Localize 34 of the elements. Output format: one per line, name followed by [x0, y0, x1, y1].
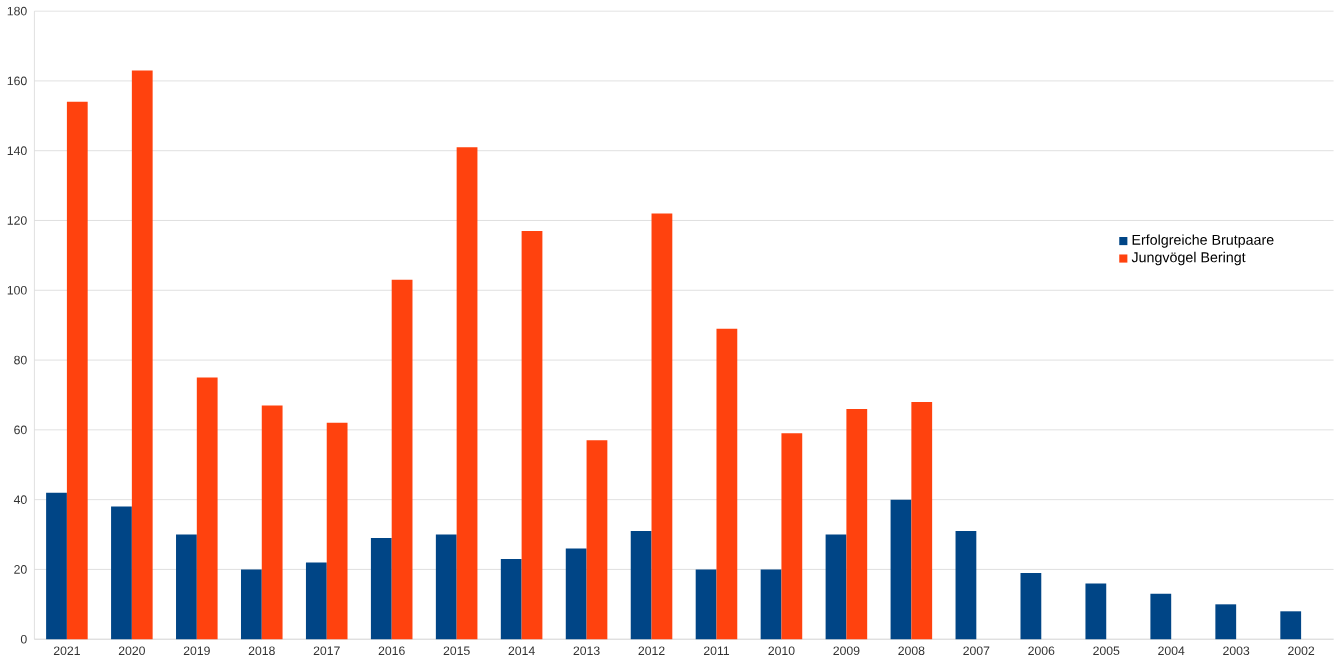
- bar: [1020, 572, 1042, 640]
- bar: [825, 534, 847, 640]
- bar: [176, 534, 197, 640]
- bar: [846, 408, 868, 640]
- bar: [66, 101, 88, 640]
- bar: [565, 548, 587, 640]
- bar: [1215, 604, 1237, 640]
- bar: [131, 70, 153, 640]
- bar: [326, 422, 348, 640]
- bar: [456, 147, 478, 640]
- bar: [716, 328, 738, 640]
- bar: [955, 531, 977, 640]
- bar: [1280, 611, 1302, 640]
- bar: [370, 538, 392, 640]
- bar: [435, 534, 457, 640]
- bar: [1150, 593, 1172, 640]
- bar: [651, 213, 673, 640]
- bar: [305, 562, 327, 640]
- bar: [261, 405, 283, 640]
- bar: [500, 559, 522, 640]
- bar: [890, 499, 912, 640]
- bar: [521, 231, 543, 640]
- bar: [630, 531, 652, 640]
- bar: [760, 569, 782, 640]
- bar: [111, 506, 132, 640]
- bar: [781, 433, 803, 640]
- bar: [1085, 583, 1107, 640]
- bar: [240, 569, 262, 640]
- bar: [196, 377, 218, 640]
- bar: [586, 440, 608, 640]
- bar: [695, 569, 717, 640]
- bar: [391, 279, 413, 640]
- bar: [46, 492, 67, 640]
- bar: [911, 402, 933, 640]
